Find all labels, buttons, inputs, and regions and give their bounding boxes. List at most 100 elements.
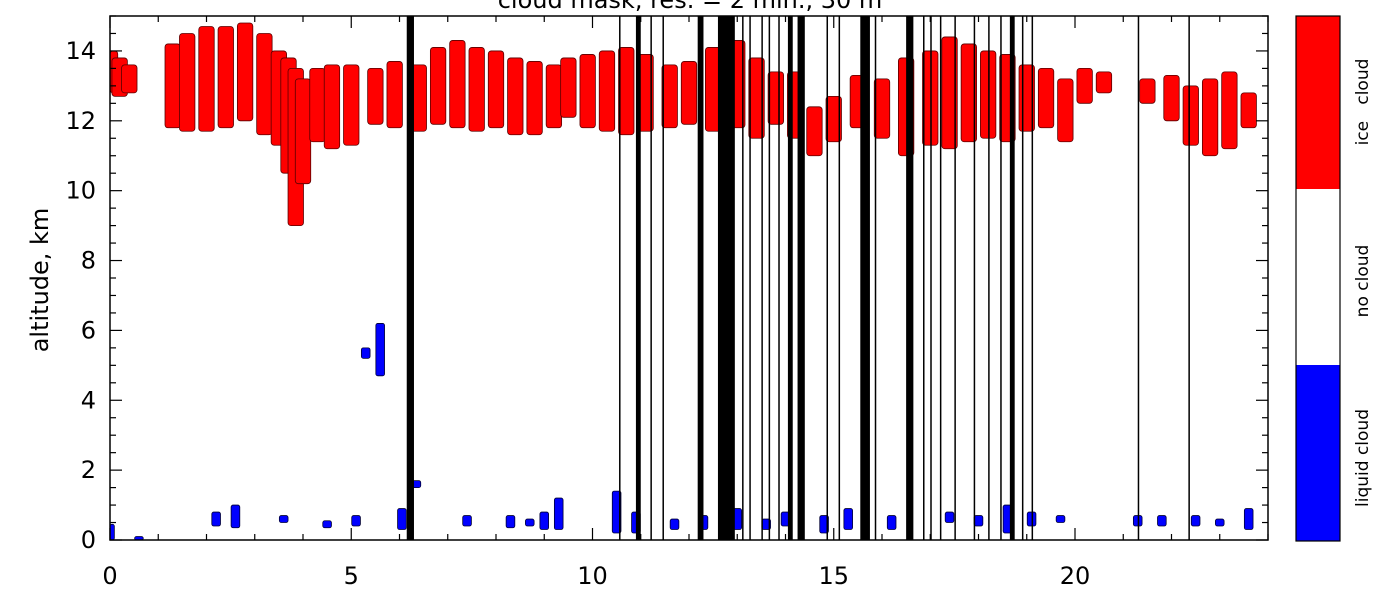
liquid-cloud-region	[211, 511, 221, 527]
y-axis: 0 2 4 6 8 10 12 14	[65, 15, 1268, 554]
liquid-cloud-region	[397, 508, 407, 530]
liquid-cloud-region	[886, 515, 897, 530]
x-tick-label: 0	[102, 562, 117, 590]
liquid-cloud-region	[462, 515, 472, 527]
plot-content	[109, 16, 1257, 541]
liquid-cloud-region	[525, 518, 535, 527]
colorbar-label-liquid: liquid cloud	[1353, 409, 1373, 507]
missing-data-band	[797, 16, 805, 540]
ice-cloud-region	[1221, 71, 1238, 150]
colorbar-none-segment	[1296, 189, 1340, 365]
ice-cloud-region	[680, 61, 698, 125]
liquid-cloud-region	[505, 515, 516, 529]
y-tick-label: 0	[81, 526, 96, 554]
missing-data-band	[406, 16, 414, 540]
missing-data-band	[874, 16, 877, 540]
ice-cloud-region	[806, 106, 823, 157]
ice-cloud-region	[164, 43, 181, 129]
missing-data-band	[1031, 16, 1034, 540]
ice-cloud-region	[487, 50, 505, 129]
ice-cloud-region	[941, 36, 958, 150]
liquid-cloud-region	[322, 520, 332, 529]
ice-cloud-region	[179, 33, 196, 132]
ice-cloud-region	[449, 40, 466, 129]
ice-cloud-region	[960, 43, 977, 143]
liquid-cloud-region	[278, 515, 289, 523]
chart-title: cloud mask, res. = 2 min., 30 m	[498, 0, 883, 14]
missing-data-band	[697, 16, 704, 540]
ice-cloud-region	[1037, 68, 1055, 129]
ice-cloud-region	[507, 57, 524, 136]
missing-data-band	[787, 16, 793, 540]
missing-data-band	[1000, 16, 1002, 540]
y-axis-title: altitude, km	[26, 208, 54, 353]
missing-data-band	[930, 16, 932, 540]
ice-cloud-region	[545, 64, 563, 129]
ice-cloud-region	[386, 61, 403, 129]
ice-cloud-region	[598, 50, 616, 132]
missing-data-band	[619, 16, 621, 540]
liquid-cloud-region	[669, 518, 680, 530]
liquid-cloud-region	[819, 515, 829, 534]
ice-cloud-region	[343, 64, 360, 146]
missing-data-band	[1188, 16, 1190, 540]
y-tick-label: 4	[81, 386, 96, 414]
missing-data-band	[860, 16, 870, 540]
ice-cloud-region	[367, 68, 384, 125]
missing-data-band	[906, 16, 914, 540]
ice-cloud-region	[1163, 74, 1180, 122]
missing-data-band	[717, 16, 735, 540]
ice-cloud-region	[579, 54, 596, 129]
liquid-cloud-region	[539, 511, 549, 530]
ice-cloud-region	[661, 64, 678, 129]
liquid-cloud-region	[351, 515, 361, 527]
liquid-cloud-region	[1055, 515, 1066, 523]
liquid-cloud-region	[944, 511, 955, 523]
ice-cloud-region	[560, 57, 577, 118]
liquid-cloud-region	[1215, 518, 1225, 527]
x-axis: 0 5 10 15 20	[102, 16, 1269, 590]
y-tick-label: 2	[81, 456, 96, 484]
ice-cloud-region	[767, 71, 784, 125]
ice-cloud-region	[236, 22, 254, 122]
colorbar-label-none: no cloud	[1353, 245, 1373, 318]
missing-data-band	[650, 16, 652, 540]
x-tick-label: 5	[344, 562, 359, 590]
y-tick-label: 10	[65, 177, 96, 205]
ice-cloud-region	[121, 64, 138, 94]
ice-cloud-region	[618, 47, 635, 136]
x-tick-label: 15	[818, 562, 849, 590]
ice-cloud-region	[1201, 78, 1219, 157]
liquid-cloud-region	[375, 323, 385, 377]
missing-data-band	[923, 16, 925, 540]
liquid-cloud-region	[843, 508, 853, 530]
missing-data-band	[988, 16, 990, 540]
missing-data-band	[1021, 16, 1024, 540]
ice-cloud-region	[217, 26, 234, 129]
ice-cloud-region	[1076, 68, 1093, 104]
ice-cloud-region	[1240, 92, 1257, 129]
missing-data-band	[954, 16, 956, 540]
liquid-cloud-region	[360, 347, 371, 359]
y-tick-label: 8	[81, 247, 96, 275]
missing-data-band	[838, 16, 841, 540]
missing-data-band	[826, 16, 829, 540]
liquid-cloud-region	[1157, 515, 1167, 527]
ice-cloud-region	[429, 47, 447, 125]
colorbar-label-ice: ice cloud	[1353, 59, 1373, 146]
liquid-cloud-region	[553, 497, 564, 530]
ice-cloud-region	[1182, 85, 1199, 146]
missing-data-band	[1137, 16, 1140, 540]
ice-cloud-region	[825, 95, 842, 143]
missing-data-band	[778, 16, 780, 540]
ice-cloud-region	[1057, 78, 1074, 143]
missing-data-band	[939, 16, 942, 540]
ice-cloud-region	[294, 78, 312, 185]
y-tick-label: 12	[65, 107, 96, 135]
missing-data-band	[768, 16, 771, 540]
ice-cloud-region	[526, 61, 543, 136]
missing-data-band	[635, 16, 641, 540]
missing-data-band	[761, 16, 763, 540]
ice-cloud-region	[980, 50, 997, 139]
ice-cloud-region	[468, 47, 485, 132]
